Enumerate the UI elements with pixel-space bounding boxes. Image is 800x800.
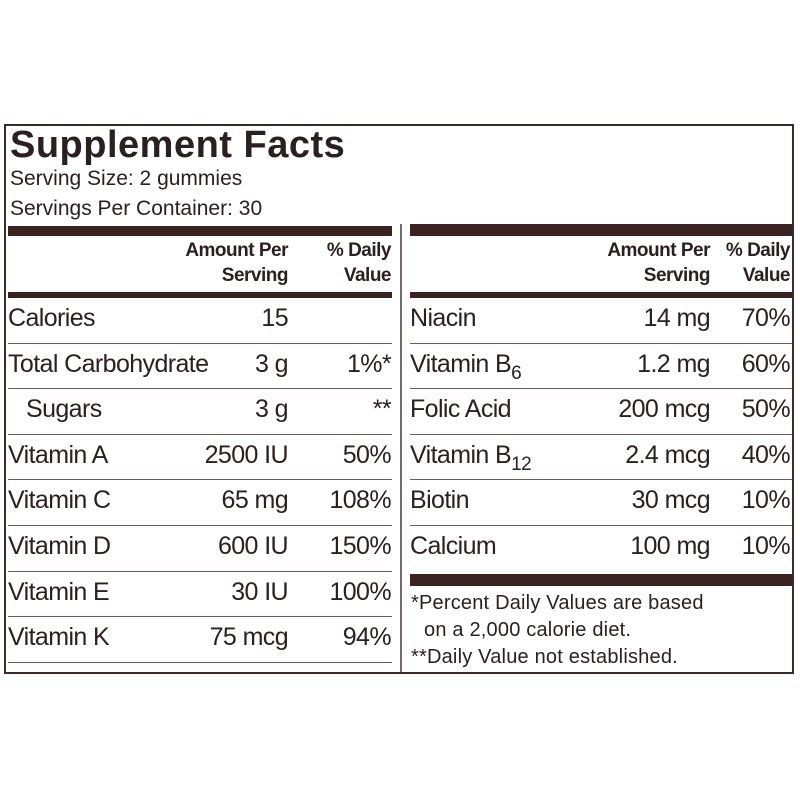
nutrient-name: Folic Acid (410, 395, 512, 424)
amount: 14 mg (643, 304, 711, 332)
serving-size: Serving Size: 2 gummies (10, 167, 243, 190)
footnote: **Daily Value not established. (411, 645, 678, 668)
header-rule (410, 292, 792, 298)
daily-value: 10% (741, 486, 791, 515)
header-line: Value (343, 265, 392, 286)
daily-value: 50% (342, 440, 392, 469)
amount: 200 mcg (618, 395, 710, 424)
name-text: Vitamin A (8, 440, 108, 469)
nutrient-name: Vitamin K (8, 623, 110, 652)
row-rule (8, 342, 392, 344)
row-rule (8, 616, 392, 618)
footnote: on a 2,000 calorie diet. (424, 618, 632, 641)
footnote: *Percent Daily Values are based (411, 591, 704, 614)
amount: 3 g (255, 349, 289, 378)
nutrient-name: Vitamin E (8, 577, 110, 607)
nutrient-name: Calories (8, 304, 96, 333)
name-text: Niacin (410, 304, 476, 332)
row-rule (8, 570, 392, 572)
amount: 75 mcg (209, 623, 289, 652)
nutrient-name: Sugars (26, 395, 102, 424)
nutrient-name: Vitamin B12 (410, 440, 532, 476)
name-subscript: 12 (511, 453, 532, 475)
column-divider (400, 224, 402, 672)
daily-value: 100% (329, 577, 391, 606)
name-subscript: 6 (511, 362, 522, 384)
column-header: Amount Per Serving (148, 238, 288, 288)
label-border (4, 124, 794, 674)
nutrient-name: Calcium (410, 532, 497, 561)
row-rule (410, 479, 792, 481)
amount: 3 g (255, 395, 289, 424)
daily-value: 150% (329, 532, 391, 560)
amount: 2500 IU (204, 440, 289, 469)
name-text: Vitamin K (8, 623, 110, 652)
header-line: % Daily (725, 240, 791, 261)
row-rule (410, 525, 792, 526)
name-text: Total Carbohydrate (8, 349, 209, 378)
daily-value: 40% (741, 440, 791, 469)
column-header: % Daily Value (710, 238, 791, 288)
name-text: Sugars (26, 395, 102, 424)
amount: 65 mg (221, 486, 289, 515)
column-header: % Daily Value (311, 238, 392, 288)
daily-value: 1%* (346, 349, 392, 378)
amount: 100 mg (630, 532, 710, 560)
nutrient-name: Niacin (410, 304, 476, 333)
header-line: Serving (221, 265, 289, 286)
name-text: Biotin (410, 486, 470, 515)
daily-value: 10% (741, 532, 791, 560)
header-rule (8, 292, 392, 298)
row-rule (8, 661, 392, 663)
row-rule (8, 433, 392, 435)
daily-value: 50% (741, 395, 791, 424)
amount: 15 (261, 304, 288, 332)
bottom-bar (410, 573, 792, 586)
amount: 30 mcg (631, 486, 711, 515)
header-line: Amount Per (185, 240, 288, 261)
header-line: % Daily (326, 240, 392, 261)
name-text: Vitamin B (410, 440, 512, 469)
amount: 2.4 mcg (625, 440, 710, 469)
row-rule (8, 388, 392, 390)
header-bar (410, 224, 792, 236)
nutrient-name: Vitamin B6 (410, 349, 522, 385)
title: Supplement Facts (10, 124, 346, 166)
nutrient-name: Biotin (410, 486, 470, 515)
name-text: Vitamin E (8, 577, 110, 606)
header-line: Amount Per (607, 240, 710, 261)
header-bar (8, 226, 392, 236)
daily-value: ** (372, 395, 392, 424)
header-line: Value (742, 265, 791, 286)
name-text: Folic Acid (410, 395, 512, 424)
row-rule (410, 433, 792, 435)
header-line: Serving (643, 265, 711, 286)
name-text: Vitamin B (410, 349, 512, 378)
amount: 1.2 mg (637, 349, 710, 378)
column-header: Amount Per Serving (570, 238, 710, 288)
row-rule (8, 525, 392, 526)
name-text: Calcium (410, 532, 497, 560)
row-rule (8, 479, 392, 481)
nutrient-name: Vitamin C (8, 486, 111, 515)
servings-per-container: Servings Per Container: 30 (10, 197, 263, 220)
row-rule (410, 388, 792, 390)
amount: 30 IU (231, 577, 288, 606)
row-rule (410, 342, 792, 344)
daily-value: 70% (741, 304, 791, 332)
amount: 600 IU (217, 532, 289, 560)
nutrient-name: Vitamin D (8, 532, 111, 561)
daily-value: 60% (741, 349, 791, 378)
name-text: Vitamin D (8, 532, 111, 560)
daily-value: 94% (342, 623, 392, 652)
nutrient-name: Total Carbohydrate (8, 349, 209, 379)
daily-value: 108% (329, 486, 391, 515)
name-text: Vitamin C (8, 486, 111, 515)
nutrient-name: Vitamin A (8, 441, 108, 470)
name-text: Calories (8, 304, 96, 332)
